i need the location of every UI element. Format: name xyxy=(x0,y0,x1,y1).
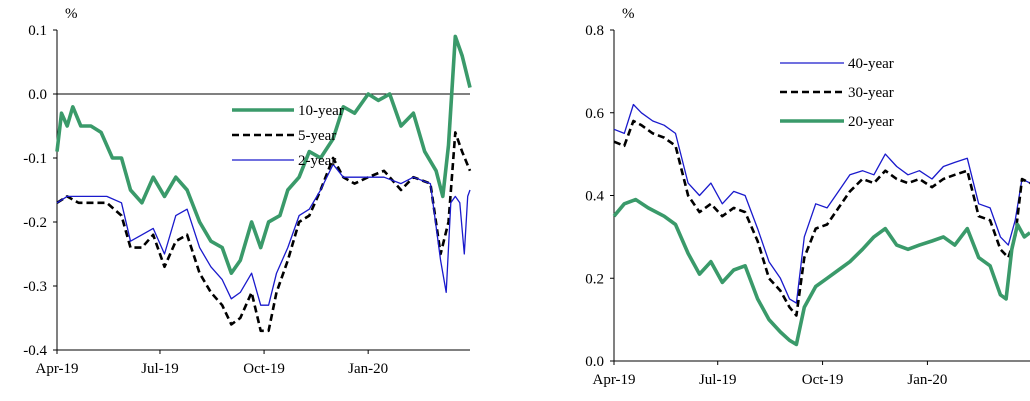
y-tick-label: 0.1 xyxy=(28,23,47,39)
legend-label: 2-year xyxy=(298,153,336,169)
series-line-20-year xyxy=(612,197,1030,347)
y-tick-label: 0.4 xyxy=(585,189,604,205)
y-tick-label: -0.1 xyxy=(23,151,47,167)
y-tick-label: 0.2 xyxy=(585,271,604,287)
y-tick-label: -0.4 xyxy=(23,343,47,359)
right-chart: % 0.8 0.6 0.4 0.2 0.0 Apr-19 Jul-19 Oct-19 Jan-20… xyxy=(585,6,1030,388)
series-line-10-year xyxy=(55,34,472,276)
x-tick-label: Oct-19 xyxy=(802,372,844,388)
x-tick-label: Apr-19 xyxy=(35,361,78,377)
x-tick-label: Oct-19 xyxy=(243,361,285,377)
legend-label: 20-year xyxy=(848,114,894,130)
series-line-5-year xyxy=(56,131,472,333)
legend-label: 40-year xyxy=(848,56,894,72)
x-tick-label: Jul-19 xyxy=(141,361,179,377)
unit-label: % xyxy=(622,6,635,22)
y-tick-label: 0.6 xyxy=(585,106,604,122)
legend-label: 30-year xyxy=(848,85,894,101)
x-tick-label: Jan-20 xyxy=(907,372,947,388)
y-tick-label: 0.8 xyxy=(585,23,604,39)
left-chart: % 0.1 0.0 -0.1 -0.2 -0.3 -0.4 Apr-19 Jul-19 Oct-1… xyxy=(23,6,472,377)
y-tick-label: 0.0 xyxy=(28,87,47,103)
x-tick-label: Apr-19 xyxy=(592,372,635,388)
unit-label: % xyxy=(65,6,78,22)
y-tick-label: -0.2 xyxy=(23,215,47,231)
y-tick-label: -0.3 xyxy=(23,279,47,295)
x-tick-label: Jul-19 xyxy=(699,372,737,388)
series-line-2-year xyxy=(56,163,471,306)
x-tick-label: Jan-20 xyxy=(348,361,388,377)
legend-label: 5-year xyxy=(298,128,336,144)
series-line-40-year xyxy=(613,103,1030,304)
series-line-30-year xyxy=(613,119,1030,317)
y-tick-label: 0.0 xyxy=(585,354,604,370)
legend-label: 10-year xyxy=(298,103,344,119)
